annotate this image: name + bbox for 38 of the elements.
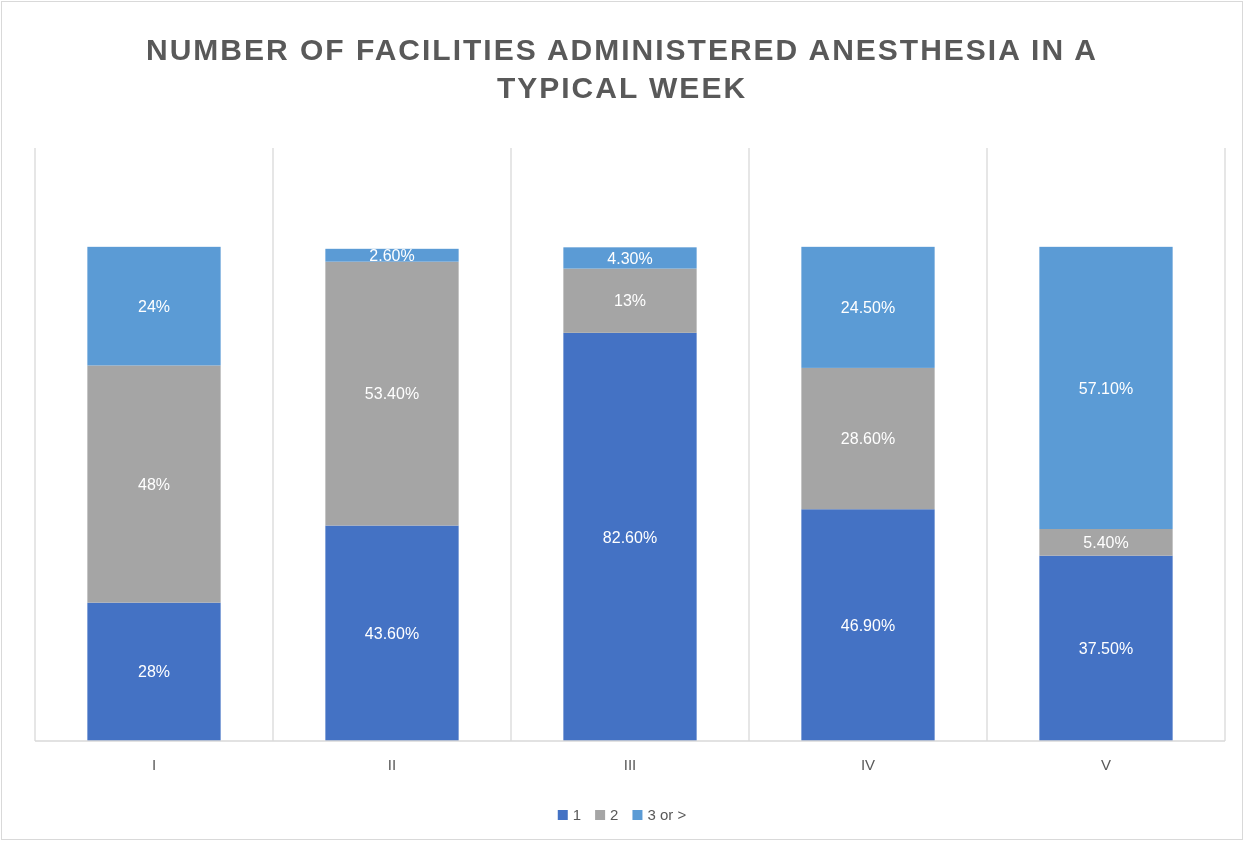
bar — [87, 246, 221, 366]
bar — [801, 509, 935, 741]
data-label: 28.60% — [840, 430, 896, 448]
legend-label: 1 — [572, 806, 582, 824]
bar — [563, 247, 697, 269]
bar — [87, 365, 221, 603]
bar — [1039, 529, 1173, 556]
data-label: 53.40% — [364, 385, 420, 403]
x-tick-label: I — [151, 755, 157, 773]
data-label: 5.40% — [1083, 533, 1129, 551]
data-label: 24.50% — [840, 298, 896, 316]
data-label: 46.90% — [840, 616, 896, 634]
data-label: 24% — [137, 297, 171, 315]
bar — [801, 367, 935, 510]
legend-label: 3 or > — [647, 806, 687, 824]
bar — [325, 261, 459, 526]
data-label: 37.50% — [1078, 639, 1134, 657]
bar — [1039, 246, 1173, 529]
data-label: 13% — [613, 292, 647, 310]
bar — [801, 246, 935, 368]
bar — [1039, 555, 1173, 741]
bar — [87, 602, 221, 741]
legend-label: 2 — [610, 806, 619, 824]
x-tick-label: V — [1100, 755, 1112, 773]
x-tick-label: IV — [860, 755, 876, 773]
data-label: 4.30% — [607, 249, 653, 267]
data-label: 57.10% — [1078, 379, 1134, 397]
data-label: 28% — [137, 663, 171, 681]
x-tick-label: II — [387, 755, 397, 773]
bar — [325, 525, 459, 741]
data-label: 2.60% — [369, 246, 415, 264]
bar — [563, 268, 697, 333]
bar — [563, 332, 697, 741]
data-label: 48% — [137, 475, 171, 493]
data-label: 82.60% — [602, 528, 658, 546]
data-label: 43.60% — [364, 624, 420, 642]
chart-title: NUMBER OF FACILITIES ADMINISTERED ANESTHESIA IN A TYPICAL WEEK — [146, 33, 1098, 104]
x-tick-label: III — [623, 755, 637, 773]
